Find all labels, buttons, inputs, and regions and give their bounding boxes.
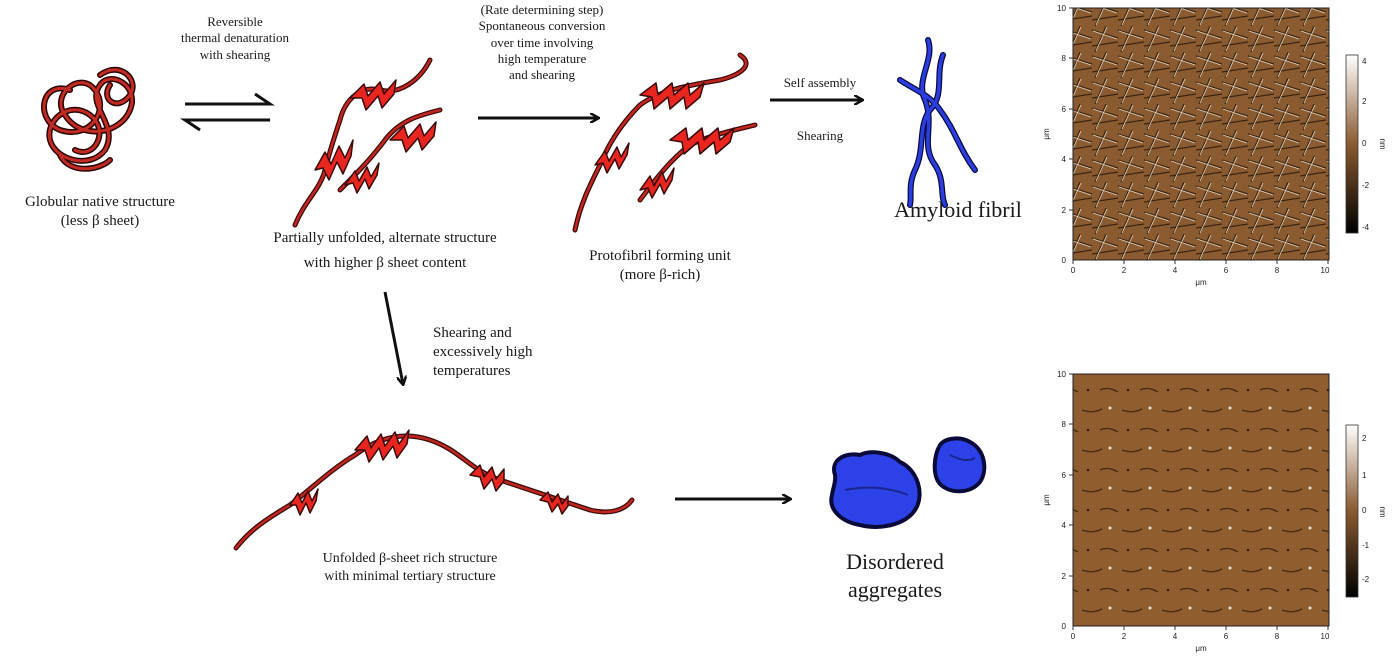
afm-top-xtick: 8	[1275, 266, 1280, 275]
disordered-aggregate-icon	[829, 436, 987, 529]
conversion-line3: over time involving	[490, 34, 594, 50]
afm-bottom-ytick: 0	[1062, 622, 1067, 631]
denature-line3: temperatures	[433, 362, 511, 379]
afm-top-xtick: 10	[1321, 266, 1330, 275]
reversible-label: Reversible thermal denaturation with she…	[170, 14, 300, 63]
afm-bottom-xtick: 2	[1122, 632, 1127, 641]
afm-top-xtick: 2	[1122, 266, 1127, 275]
afm-bottom-scale-tick: 1	[1362, 471, 1367, 480]
protofibril-label: Protofibril forming unit (more β-rich)	[555, 247, 765, 285]
afm-fibril-image: 0 2 4 6 8 10 μm 0 2 4 6 8 10 μm 4 2 0 -2…	[1042, 4, 1387, 287]
afm-bottom-xtick: 10	[1321, 632, 1330, 641]
afm-top-scale-tick: 2	[1362, 97, 1367, 106]
afm-bottom-xunit: μm	[1195, 644, 1207, 653]
amyloid-fibril-label: Amyloid fibril	[894, 197, 1022, 222]
self-assembly-label: Self assembly	[783, 75, 857, 90]
afm-bottom-xtick: 0	[1071, 632, 1076, 641]
conversion-line4: high temperature	[497, 50, 587, 66]
reversible-line1: Reversible	[207, 14, 263, 29]
conversion-label: (Rate determining step) Spontaneous conv…	[462, 2, 622, 83]
afm-top-scale-tick: -2	[1362, 181, 1370, 190]
afm-bottom-xtick: 4	[1173, 632, 1178, 641]
denature-arrow-icon	[383, 291, 403, 384]
protofibril-line1: Protofibril forming unit	[589, 248, 731, 264]
afm-top-scale-tick: 0	[1362, 139, 1367, 148]
partial-line1: Partially unfolded, alternate structure	[273, 230, 497, 246]
denature-label: Shearing and excessively high temperatur…	[433, 324, 573, 380]
aggregates-line2: aggregates	[847, 576, 943, 602]
afm-top-scale-tick: -4	[1362, 223, 1370, 232]
unfolded-chain-icon	[233, 429, 635, 551]
denature-line2: excessively high	[433, 343, 533, 360]
afm-bottom-ytick: 6	[1062, 471, 1067, 480]
afm-top-yunit: μm	[1042, 128, 1051, 140]
afm-top-xtick: 0	[1071, 266, 1076, 275]
equilibrium-arrows-icon	[180, 92, 275, 132]
afm-bottom-ytick: 4	[1062, 521, 1067, 530]
partially-unfolded-protein-icon	[292, 57, 443, 228]
afm-top-scale-unit: nm	[1378, 138, 1387, 149]
afm-bottom-ytick: 8	[1062, 420, 1067, 429]
afm-top-ytick: 4	[1062, 155, 1067, 164]
afm-bottom-scale-unit: nm	[1378, 506, 1387, 517]
disordered-aggregates-label: Disordered aggregates	[820, 548, 970, 603]
afm-top-xtick: 6	[1224, 266, 1229, 275]
aggregates-line1: Disordered	[846, 549, 944, 574]
native-line1: Globular native structure	[25, 194, 175, 210]
afm-top-ytick: 8	[1062, 54, 1067, 63]
partial-line2: with higher β sheet content	[303, 254, 467, 271]
afm-top-ytick: 6	[1062, 105, 1067, 114]
unfolded-line1: Unfolded β-sheet rich structure	[322, 551, 498, 566]
afm-top-xtick: 4	[1173, 266, 1178, 275]
afm-bottom-ytick: 10	[1057, 370, 1066, 379]
afm-top-xunit: μm	[1195, 278, 1207, 287]
afm-bottom-scale-tick: -2	[1362, 575, 1370, 584]
native-line2: (less β sheet)	[60, 212, 140, 229]
afm-aggregate-image: 0 2 4 6 8 10 μm 0 2 4 6 8 10 μm 2 1 0 -1…	[1042, 370, 1387, 653]
unfolded-structure-label: Unfolded β-sheet rich structure with min…	[290, 550, 530, 585]
native-structure-label: Globular native structure (less β sheet)	[0, 193, 200, 231]
afm-bottom-xtick: 8	[1275, 632, 1280, 641]
afm-bottom-yunit: μm	[1042, 494, 1051, 506]
afm-top-ytick: 0	[1062, 256, 1067, 265]
afm-bottom-xtick: 6	[1224, 632, 1229, 641]
afm-bottom-scale-tick: -1	[1362, 541, 1370, 550]
afm-bottom-scale-tick: 2	[1362, 434, 1367, 443]
afm-top-scale-tick: 4	[1362, 57, 1367, 66]
conversion-line2: Spontaneous conversion	[478, 18, 606, 34]
denature-line1: Shearing and	[433, 325, 512, 341]
partial-structure-label: Partially unfolded, alternate structure …	[240, 226, 530, 276]
globular-coil-icon	[41, 66, 136, 172]
amyloid-fibril-icon	[897, 37, 978, 208]
reversible-line2: thermal denaturation	[181, 30, 289, 46]
afm-top-ytick: 2	[1062, 206, 1067, 215]
conversion-line5: and shearing	[508, 67, 576, 82]
reversible-line3: with shearing	[199, 46, 271, 62]
conversion-line1: (Rate determining step)	[480, 2, 604, 17]
protofibril-line2: (more β-rich)	[619, 266, 701, 283]
shearing-label: Shearing	[796, 128, 844, 143]
protofibril-unit-icon	[572, 52, 758, 233]
afm-top-ytick: 10	[1057, 4, 1066, 13]
afm-bottom-ytick: 2	[1062, 572, 1067, 581]
afm-bottom-scale-tick: 0	[1362, 506, 1367, 515]
unfolded-line2: with minimal tertiary structure	[324, 568, 496, 584]
